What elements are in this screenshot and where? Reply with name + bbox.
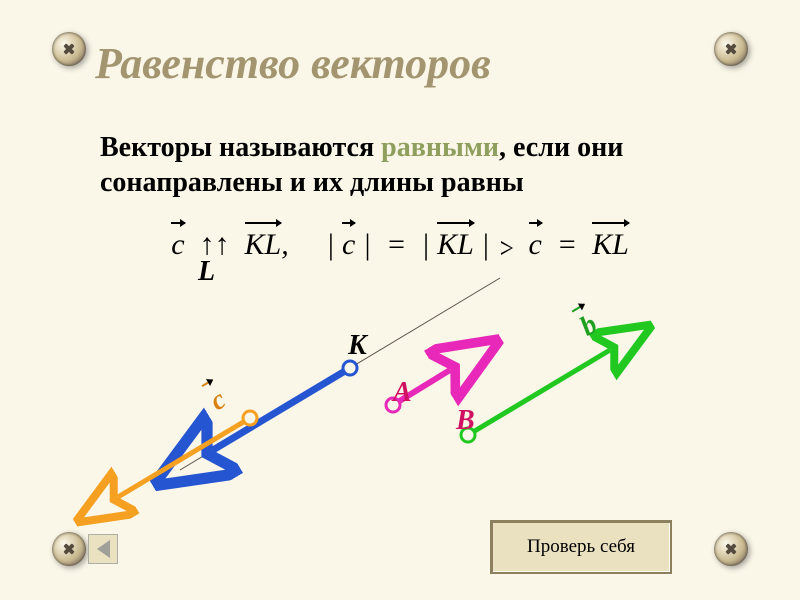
vector-c: c	[529, 228, 542, 262]
prev-slide-button[interactable]	[88, 534, 118, 564]
vector-c-arrow	[118, 418, 250, 497]
definition-pre: Векторы называются	[100, 132, 381, 163]
rivet	[714, 32, 748, 66]
check-yourself-button[interactable]: Проверь себя	[490, 520, 672, 574]
page-title: Равенство векторов	[95, 38, 491, 89]
diagram-svg	[0, 270, 800, 560]
vector-diagram: L K A B c b	[0, 270, 800, 560]
vector-kl: KL	[592, 228, 629, 262]
rivet	[52, 32, 86, 66]
vector-kl: KL	[245, 228, 282, 262]
definition-highlight: равными	[381, 132, 499, 163]
button-label: Проверь себя	[527, 537, 635, 558]
formula-line: c ↑↑ KL, | c | = | KL | c = KL	[0, 228, 800, 262]
endpoint	[243, 411, 257, 425]
iff-icon	[500, 241, 518, 255]
vector-b-arrow	[468, 350, 610, 435]
label-K: K	[348, 330, 367, 362]
label-B: B	[456, 405, 475, 437]
label-L: L	[198, 256, 215, 288]
vector-kl: KL	[437, 228, 474, 262]
vector-c: c	[342, 228, 355, 262]
endpoint	[343, 361, 357, 375]
definition-text: Векторы называются равными, если они сон…	[100, 130, 720, 200]
vector-kl-arrow	[213, 368, 350, 450]
label-A: A	[393, 377, 412, 409]
vector-c: c	[171, 228, 184, 262]
